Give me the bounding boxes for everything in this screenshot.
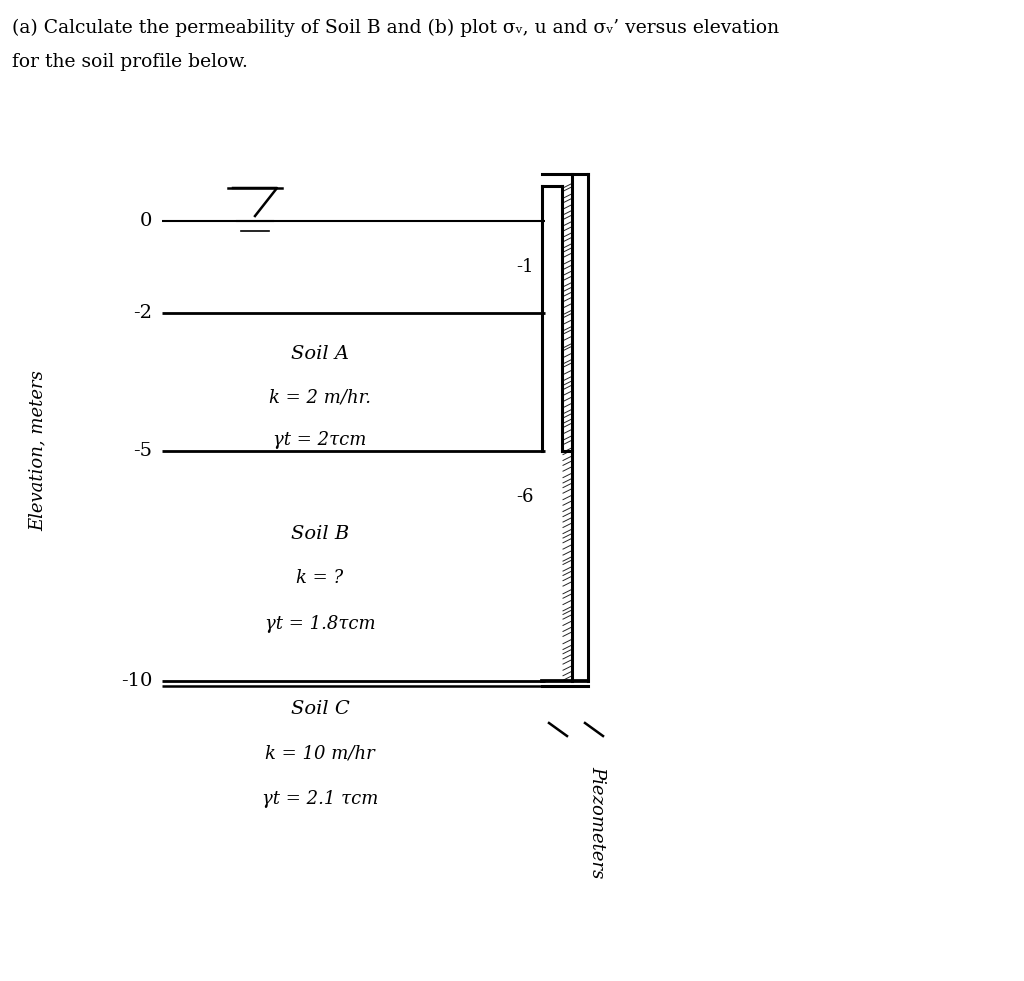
Text: γt = 2τcm: γt = 2τcm: [273, 431, 367, 449]
Text: Soil A: Soil A: [291, 345, 349, 363]
Text: γt = 2.1 τcm: γt = 2.1 τcm: [262, 790, 378, 808]
Text: -1: -1: [516, 258, 534, 276]
Text: -10: -10: [121, 672, 152, 690]
Text: k = 2 m/hr.: k = 2 m/hr.: [269, 388, 371, 406]
Text: Piezometers: Piezometers: [588, 766, 606, 878]
Text: γt = 1.8τcm: γt = 1.8τcm: [264, 615, 376, 633]
Text: for the soil profile below.: for the soil profile below.: [12, 53, 248, 71]
Text: k = ?: k = ?: [296, 569, 344, 587]
Text: 0: 0: [139, 212, 152, 230]
Text: -6: -6: [516, 488, 534, 506]
Text: -2: -2: [133, 304, 152, 322]
Text: k = 10 m/hr: k = 10 m/hr: [265, 744, 375, 762]
Text: (a) Calculate the permeability of Soil B and (b) plot σᵥ, u and σᵥ’ versus eleva: (a) Calculate the permeability of Soil B…: [12, 19, 779, 37]
Text: -5: -5: [133, 442, 152, 460]
Text: Soil C: Soil C: [291, 700, 349, 718]
Text: Elevation, meters: Elevation, meters: [29, 371, 47, 532]
Text: Soil B: Soil B: [291, 525, 349, 543]
